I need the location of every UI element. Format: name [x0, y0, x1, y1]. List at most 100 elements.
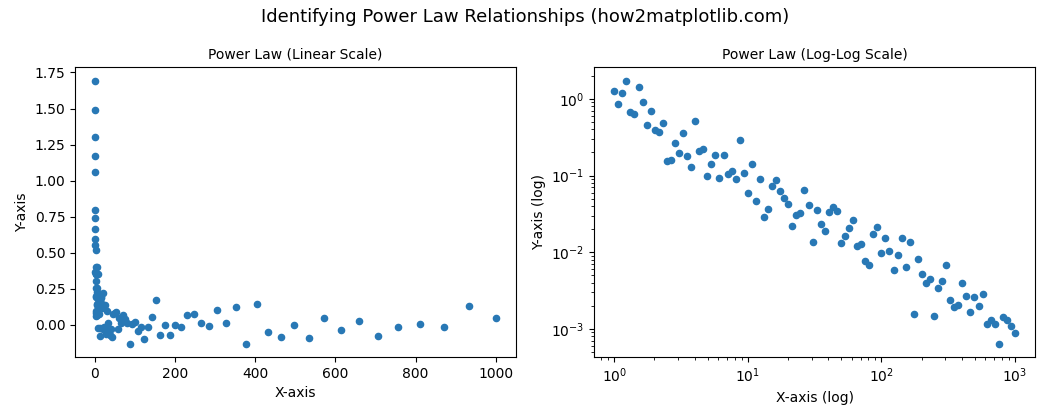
Point: [702, 160, 719, 167]
Point: [87, 271, 104, 278]
Point: [88, 247, 105, 254]
Point: [739, 190, 756, 197]
Title: Power Law (Log-Log Scale): Power Law (Log-Log Scale): [721, 48, 907, 62]
Point: [87, 263, 104, 270]
Point: [748, 197, 764, 204]
Point: [87, 134, 104, 140]
Point: [178, 311, 195, 318]
Point: [881, 247, 898, 254]
Point: [922, 275, 939, 282]
Point: [87, 168, 104, 175]
Point: [89, 296, 106, 302]
Point: [351, 318, 368, 325]
Point: [88, 264, 105, 270]
Point: [87, 269, 104, 276]
Point: [800, 201, 817, 208]
Point: [606, 87, 623, 94]
Point: [99, 308, 116, 315]
Point: [272, 334, 289, 341]
Point: [260, 328, 277, 335]
Point: [87, 293, 104, 300]
Point: [999, 317, 1015, 323]
Point: [926, 312, 943, 319]
Point: [87, 107, 104, 113]
Point: [816, 228, 833, 234]
Point: [90, 311, 107, 318]
Point: [172, 324, 189, 331]
Text: Identifying Power Law Relationships (how2matplotlib.com): Identifying Power Law Relationships (how…: [260, 8, 790, 26]
Point: [719, 171, 736, 177]
Point: [861, 262, 878, 268]
Point: [933, 278, 950, 284]
Point: [833, 239, 849, 246]
Point: [201, 322, 217, 329]
Point: [950, 301, 967, 308]
Point: [929, 285, 946, 292]
Point: [93, 305, 110, 312]
Point: [96, 324, 112, 331]
Point: [87, 242, 104, 249]
Point: [88, 300, 105, 307]
Point: [370, 333, 386, 339]
Point: [87, 226, 104, 232]
Point: [117, 315, 133, 322]
Point: [780, 200, 797, 207]
Point: [135, 336, 152, 342]
Point: [752, 176, 769, 182]
Point: [412, 320, 428, 327]
Point: [129, 328, 146, 334]
Point: [114, 312, 131, 318]
Point: [97, 302, 113, 308]
Point: [691, 148, 708, 155]
Point: [316, 315, 333, 321]
Point: [699, 173, 716, 179]
Point: [333, 327, 350, 333]
Point: [630, 83, 647, 90]
Point: [89, 302, 106, 309]
Point: [1007, 329, 1024, 336]
Point: [90, 306, 107, 312]
Point: [460, 303, 477, 310]
Point: [901, 239, 918, 246]
Point: [237, 340, 254, 347]
Point: [87, 307, 104, 314]
Point: [103, 326, 120, 333]
Point: [193, 319, 210, 326]
Point: [848, 243, 865, 249]
Point: [622, 109, 638, 116]
Point: [788, 212, 804, 219]
Point: [390, 324, 406, 331]
Point: [147, 297, 164, 303]
Point: [869, 224, 886, 231]
Point: [946, 304, 963, 311]
Point: [87, 285, 104, 291]
Point: [109, 326, 126, 333]
Point: [889, 252, 906, 259]
Point: [94, 326, 111, 332]
Point: [865, 231, 882, 237]
Point: [119, 320, 135, 326]
Point: [675, 130, 692, 136]
Point: [914, 270, 930, 277]
Y-axis label: Y-axis (log): Y-axis (log): [531, 174, 546, 250]
Point: [813, 220, 830, 227]
Point: [104, 333, 121, 340]
Point: [663, 157, 679, 163]
Point: [93, 301, 110, 307]
Point: [759, 206, 776, 213]
Point: [151, 331, 168, 338]
Point: [100, 320, 117, 326]
X-axis label: X-axis: X-axis: [275, 386, 316, 400]
Point: [89, 289, 106, 295]
Point: [209, 307, 226, 314]
Point: [286, 322, 302, 328]
Point: [808, 206, 825, 213]
Point: [804, 239, 821, 245]
Point: [132, 323, 149, 330]
Point: [98, 331, 114, 337]
Point: [837, 233, 854, 240]
Point: [707, 152, 723, 158]
Point: [227, 304, 244, 310]
Point: [143, 314, 160, 320]
Point: [102, 331, 119, 338]
